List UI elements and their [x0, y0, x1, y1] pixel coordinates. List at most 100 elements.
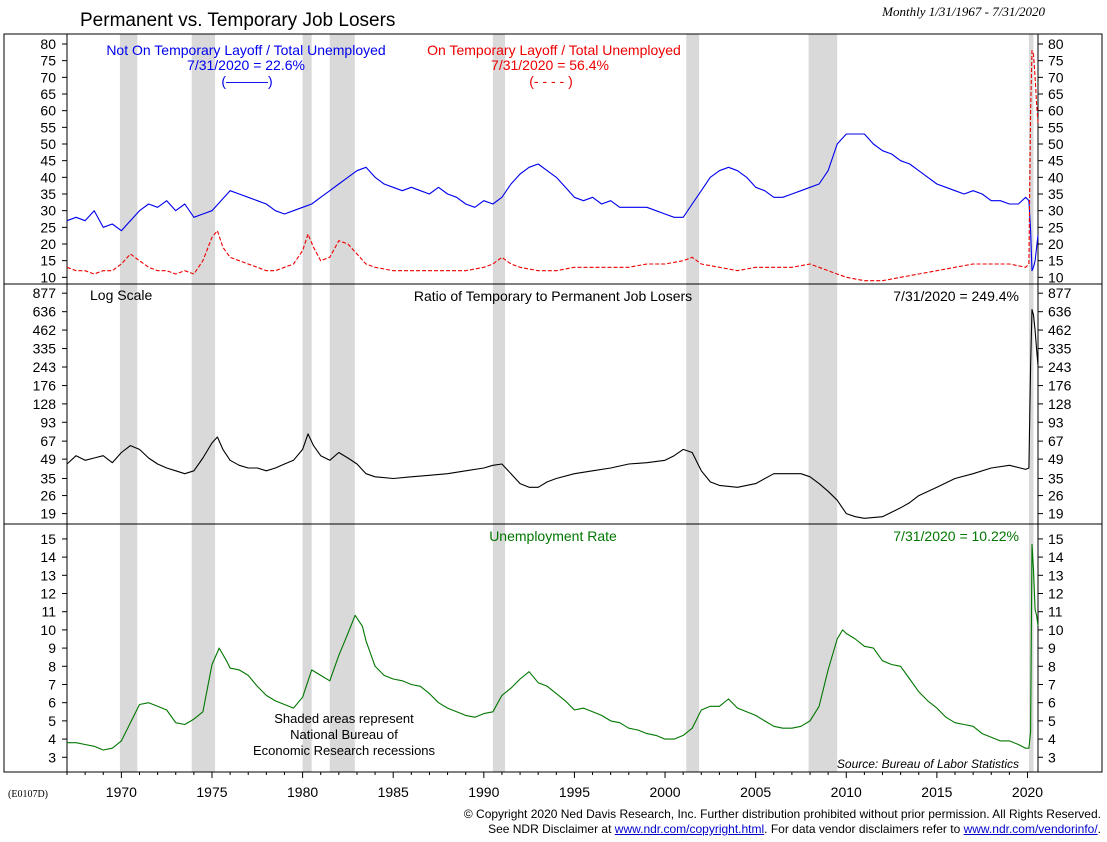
bottom-ytick-label-left-10: 10 — [40, 622, 56, 638]
top-ytick-label-right-35: 35 — [1048, 186, 1064, 202]
top-ytick-label-left-70: 70 — [40, 69, 56, 85]
top-ytick-label-right-80: 80 — [1048, 36, 1064, 52]
source-label: Source: Bureau of Labor Statistics — [837, 757, 1019, 771]
middle-ytick-label-right-243: 243 — [1048, 359, 1072, 375]
middle-ytick-label-left-176: 176 — [33, 378, 57, 394]
middle-ytick-label-right-877: 877 — [1048, 285, 1072, 301]
top-ytick-label-right-40: 40 — [1048, 169, 1064, 185]
top-series-line-1 — [66, 50, 1039, 282]
copyright-link[interactable]: www.ndr.com/copyright.html — [614, 822, 765, 836]
top-ytick-label-left-45: 45 — [40, 153, 56, 169]
top-label-temporary: On Temporary Layoff / Total Unemployed — [427, 42, 681, 58]
x-tick-label-1995: 1995 — [559, 784, 590, 800]
bottom-ytick-label-right-12: 12 — [1048, 586, 1064, 602]
top-ytick-label-left-35: 35 — [40, 186, 56, 202]
bottom-ytick-label-left-8: 8 — [48, 658, 56, 674]
recession-band-7 — [1028, 34, 1034, 772]
x-tick-label-2015: 2015 — [921, 784, 952, 800]
bottom-ytick-label-left-3: 3 — [48, 749, 56, 765]
bottom-ytick-label-left-12: 12 — [40, 586, 56, 602]
middle-ytick-label-left-462: 462 — [33, 322, 57, 338]
top-ytick-label-right-50: 50 — [1048, 136, 1064, 152]
top-ytick-label-right-60: 60 — [1048, 103, 1064, 119]
middle-ytick-label-right-67: 67 — [1048, 433, 1064, 449]
bottom-ytick-label-left-14: 14 — [40, 549, 56, 565]
bottom-ytick-label-right-7: 7 — [1048, 676, 1056, 692]
top-ytick-label-left-40: 40 — [40, 169, 56, 185]
recession-note-line3: Economic Research recessions — [253, 743, 436, 758]
recession-band-3 — [329, 34, 355, 772]
top-ytick-label-right-55: 55 — [1048, 119, 1064, 135]
top-ytick-label-right-10: 10 — [1048, 269, 1064, 285]
top-label-temporary-value: 7/31/2020 = 56.4% — [491, 57, 609, 73]
bottom-ytick-label-left-5: 5 — [48, 713, 56, 729]
bottom-ytick-label-left-9: 9 — [48, 640, 56, 656]
x-tick-label-1980: 1980 — [287, 784, 318, 800]
disclaimer-line: See NDR Disclaimer at www.ndr.com/copyri… — [488, 822, 1101, 836]
top-ytick-label-left-10: 10 — [40, 269, 56, 285]
middle-ytick-label-left-243: 243 — [33, 359, 57, 375]
bottom-ytick-label-left-11: 11 — [41, 604, 56, 620]
x-tick-label-2010: 2010 — [831, 784, 862, 800]
top-ytick-label-left-15: 15 — [40, 253, 56, 269]
recession-note-line1: Shaded areas represent — [274, 711, 414, 726]
bottom-ytick-label-right-3: 3 — [1048, 749, 1056, 765]
top-ytick-label-left-65: 65 — [40, 86, 56, 102]
disclaimer-middle: . For data vendor disclaimers refer to — [764, 822, 964, 836]
middle-ytick-label-left-19: 19 — [40, 506, 56, 522]
top-ytick-label-left-60: 60 — [40, 103, 56, 119]
recession-band-1 — [191, 34, 216, 772]
middle-ytick-label-right-636: 636 — [1048, 304, 1072, 320]
middle-ytick-label-right-335: 335 — [1048, 341, 1072, 357]
middle-ytick-label-right-462: 462 — [1048, 322, 1072, 338]
top-legend-temporary: (- - - - ) — [529, 73, 573, 89]
bottom-ytick-label-left-7: 7 — [48, 676, 56, 692]
bottom-ytick-label-right-6: 6 — [1048, 695, 1056, 711]
bottom-ytick-label-right-10: 10 — [1048, 622, 1064, 638]
top-ytick-label-left-25: 25 — [40, 219, 56, 235]
bottom-label-unemployment-value: 7/31/2020 = 10.22% — [893, 528, 1019, 544]
chart-title: Permanent vs. Temporary Job Losers — [80, 10, 396, 31]
bottom-ytick-label-right-13: 13 — [1048, 567, 1064, 583]
middle-ytick-label-right-49: 49 — [1048, 451, 1064, 467]
vendor-info-link[interactable]: www.ndr.com/vendorinfo/ — [963, 822, 1098, 836]
middle-ytick-label-right-35: 35 — [1048, 470, 1064, 486]
top-label-permanent: Not On Temporary Layoff / Total Unemploy… — [106, 42, 385, 58]
recession-band-2 — [302, 34, 312, 772]
recession-note-line2: National Bureau of — [290, 727, 398, 742]
top-ytick-label-left-50: 50 — [40, 136, 56, 152]
outer-frame — [3, 33, 1103, 773]
middle-series-line-0 — [66, 309, 1039, 519]
top-series-line-0 — [66, 133, 1039, 272]
top-ytick-label-left-20: 20 — [40, 236, 56, 252]
bottom-ytick-label-left-15: 15 — [40, 531, 56, 547]
x-tick-label-2005: 2005 — [740, 784, 771, 800]
disclaimer-suffix: . — [1097, 822, 1101, 836]
bottom-ytick-label-right-15: 15 — [1048, 531, 1064, 547]
bottom-ytick-label-right-8: 8 — [1048, 658, 1056, 674]
bottom-ytick-label-left-4: 4 — [48, 731, 56, 747]
middle-ytick-label-right-128: 128 — [1048, 396, 1072, 412]
copyright-notice: © Copyright 2020 Ned Davis Research, Inc… — [463, 807, 1101, 821]
bottom-ytick-label-right-5: 5 — [1048, 713, 1056, 729]
bottom-ytick-label-left-13: 13 — [40, 567, 56, 583]
top-ytick-label-right-30: 30 — [1048, 203, 1064, 219]
middle-ytick-label-left-128: 128 — [33, 396, 57, 412]
x-tick-label-2000: 2000 — [649, 784, 680, 800]
middle-ytick-label-right-26: 26 — [1048, 488, 1064, 504]
top-ytick-label-right-25: 25 — [1048, 219, 1064, 235]
top-ytick-label-left-80: 80 — [40, 36, 56, 52]
top-ytick-label-left-75: 75 — [40, 53, 56, 69]
middle-label-logscale: Log Scale — [90, 287, 152, 303]
top-ytick-label-left-30: 30 — [40, 203, 56, 219]
middle-label-ratio: Ratio of Temporary to Permanent Job Lose… — [414, 288, 692, 304]
recession-band-4 — [492, 34, 506, 772]
top-ytick-label-right-45: 45 — [1048, 153, 1064, 169]
x-tick-label-1970: 1970 — [106, 784, 137, 800]
middle-ytick-label-left-877: 877 — [33, 285, 57, 301]
top-ytick-label-left-55: 55 — [40, 119, 56, 135]
middle-ytick-label-right-176: 176 — [1048, 378, 1072, 394]
middle-ytick-label-left-67: 67 — [40, 433, 56, 449]
middle-ytick-label-left-636: 636 — [33, 304, 57, 320]
